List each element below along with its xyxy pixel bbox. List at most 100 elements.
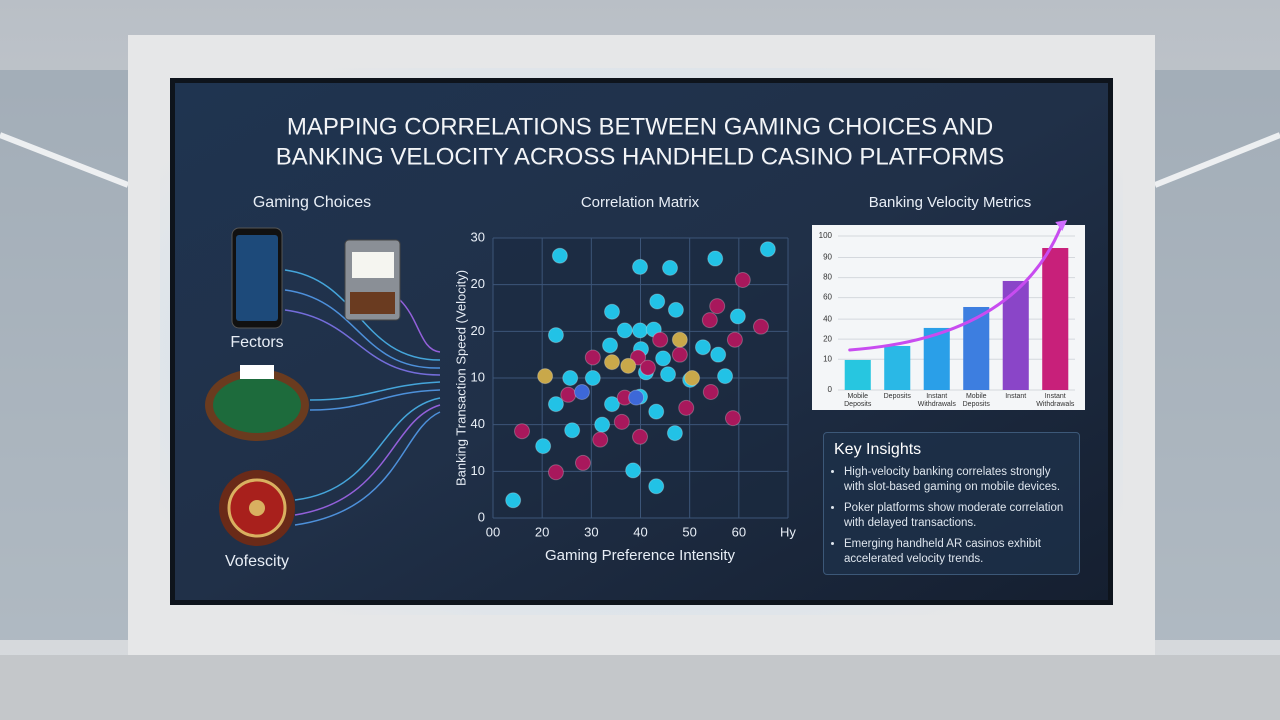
y-axis-label: Banking Transaction Speed (Velocity)	[453, 270, 468, 486]
icon-label: Fectors	[230, 334, 283, 351]
point	[729, 308, 746, 325]
point	[564, 422, 581, 439]
point	[574, 454, 591, 471]
y-tick-label: 10	[471, 463, 485, 478]
panel-heading: Gaming Choices	[253, 194, 371, 211]
insight: Emerging handheld AR casinos exhibit acc…	[844, 537, 1069, 567]
left-window	[0, 70, 128, 640]
point	[603, 303, 620, 320]
insights-heading: Key Insights	[834, 441, 922, 458]
y-tick-label: 0	[478, 509, 485, 524]
insights-list: High-velocity banking correlates strongl…	[834, 465, 1069, 567]
x-tick-label: 50	[682, 524, 696, 539]
insight: High-velocity banking correlates strongl…	[844, 465, 1069, 495]
icon-label: Vofescity	[225, 553, 289, 570]
point	[551, 247, 568, 264]
point	[671, 346, 688, 363]
x-tick-label: Deposits	[883, 393, 911, 400]
point	[660, 366, 677, 383]
point	[724, 410, 741, 427]
point	[537, 368, 554, 385]
insights-box: Key Insights High-velocity banking corre…	[823, 432, 1080, 575]
cards	[240, 365, 274, 379]
x-tick-label: 60	[732, 524, 746, 539]
y-tick-label: 20	[471, 276, 485, 291]
point	[584, 370, 601, 386]
point	[613, 413, 630, 430]
x-tick-label: Instant	[1005, 393, 1027, 400]
point	[717, 368, 734, 385]
point	[584, 349, 601, 366]
point	[632, 428, 649, 445]
point	[707, 250, 724, 267]
chart-title: Correlation Matrix	[581, 194, 700, 211]
point	[752, 318, 769, 335]
bar	[1042, 248, 1069, 390]
point	[602, 337, 619, 354]
y-tick-label: 80	[823, 273, 832, 282]
point	[547, 396, 564, 413]
point	[632, 322, 649, 339]
y-tick-label: 60	[823, 293, 832, 302]
point	[616, 322, 633, 339]
slot-reels	[352, 252, 394, 278]
ceiling-light	[0, 132, 130, 188]
point	[603, 396, 620, 413]
point	[709, 298, 726, 315]
trend-arrow	[848, 224, 1063, 352]
point	[702, 384, 719, 400]
y-tick-label: 20	[823, 334, 832, 343]
x-tick-label: Hy	[780, 524, 796, 539]
point	[694, 339, 711, 356]
point	[620, 357, 637, 374]
point	[628, 389, 645, 406]
point	[592, 431, 609, 448]
poker-felt	[213, 377, 301, 433]
y-tick-label: 90	[823, 253, 832, 262]
point	[573, 384, 590, 400]
y-tick-label: 100	[819, 231, 833, 240]
point	[662, 259, 678, 276]
title-line: MAPPING CORRELATIONS BETWEEN GAMING CHOI…	[287, 113, 993, 140]
right-window	[1155, 70, 1280, 640]
slot-base	[350, 292, 395, 314]
y-tick-label: 30	[471, 229, 485, 244]
point	[562, 370, 579, 386]
point	[648, 478, 665, 495]
point	[678, 399, 695, 416]
x-tick-label: Mobile Deposits	[962, 393, 990, 408]
arrow-head	[1055, 220, 1068, 231]
y-tick-label: 20	[471, 323, 485, 338]
point	[759, 241, 776, 258]
x-tick-label: 20	[535, 524, 549, 539]
point	[630, 349, 647, 366]
ceiling-light	[1153, 132, 1280, 188]
point	[684, 370, 701, 386]
point	[594, 416, 611, 433]
y-tick-label: 10	[823, 354, 832, 363]
point	[547, 327, 564, 344]
point	[652, 331, 669, 348]
point	[649, 293, 666, 310]
point	[671, 331, 688, 348]
point	[603, 354, 620, 371]
title-line: BANKING VELOCITY ACROSS HANDHELD CASINO …	[276, 143, 1005, 170]
point	[655, 350, 672, 367]
chart-title: Banking Velocity Metrics	[869, 194, 1032, 211]
point	[667, 301, 684, 318]
roulette-hub	[249, 500, 265, 516]
point	[514, 423, 531, 440]
bar	[844, 359, 871, 390]
point	[560, 386, 577, 403]
bar	[884, 345, 911, 390]
y-tick-label: 0	[828, 385, 833, 394]
x-tick-label: Instant Withdrawals	[1036, 393, 1075, 408]
x-tick-label: 30	[584, 524, 598, 539]
point	[505, 492, 522, 509]
point	[701, 312, 718, 329]
point	[547, 464, 564, 481]
x-tick-label: 40	[633, 524, 647, 539]
phone-screen	[236, 235, 278, 321]
y-tick-label: 40	[823, 314, 832, 323]
